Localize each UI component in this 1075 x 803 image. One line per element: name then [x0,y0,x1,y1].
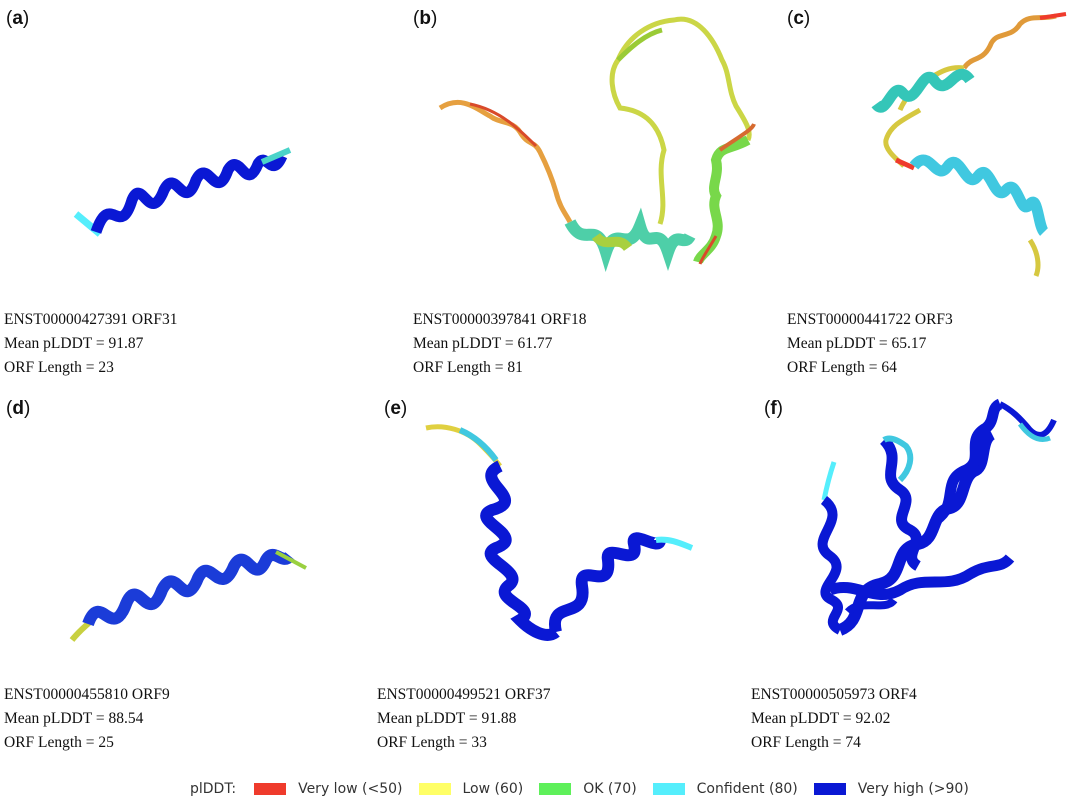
caption-c-mean: Mean pLDDT = 65.17 [787,335,927,352]
legend-label-low: Low (60) [462,781,524,797]
legend-label-ok: OK (70) [583,781,637,797]
helix-d [69,548,307,642]
panel-label-e: (e) [384,398,408,419]
caption-f-mean: Mean pLDDT = 92.02 [751,710,891,727]
caption-c: ENST00000441722 ORF3 Mean pLDDT = 65.17 … [787,308,953,380]
caption-f: ENST00000505973 ORF4 Mean pLDDT = 92.02 … [751,683,917,755]
legend-label-very-high: Very high (>90) [857,781,969,797]
helix-a [73,147,292,237]
caption-b-mean: Mean pLDDT = 61.77 [413,335,553,352]
legend-swatch-very-high [813,783,846,795]
caption-d-length: ORF Length = 25 [4,734,114,751]
helix-f [817,398,1057,636]
caption-e: ENST00000499521 ORF37 Mean pLDDT = 91.88… [377,683,551,755]
panel-label-a: (a) [6,8,30,29]
legend-swatch-very-low [254,783,287,795]
helix-c [871,12,1067,277]
plddt-legend: plDDT: Very low (<50) Low (60) OK (70) C… [190,778,969,800]
caption-e-length: ORF Length = 33 [377,734,487,751]
caption-d: ENST00000455810 ORF9 Mean pLDDT = 88.54 … [4,683,170,755]
caption-e-mean: Mean pLDDT = 91.88 [377,710,517,727]
helix-b [438,16,756,273]
panel-label-c: (c) [787,8,811,29]
legend-swatch-low [418,783,451,795]
legend-swatch-confident [652,783,685,795]
caption-b: ENST00000397841 ORF18 Mean pLDDT = 61.77… [413,308,587,380]
legend-title: plDDT: [190,781,237,797]
caption-a-mean: Mean pLDDT = 91.87 [4,335,144,352]
helix-e [425,424,694,641]
caption-d-id: ENST00000455810 ORF9 [4,686,170,703]
caption-b-id: ENST00000397841 ORF18 [413,311,587,328]
caption-b-length: ORF Length = 81 [413,359,523,376]
caption-e-id: ENST00000499521 ORF37 [377,686,551,703]
legend-swatch-ok [539,783,572,795]
caption-c-length: ORF Length = 64 [787,359,897,376]
caption-c-id: ENST00000441722 ORF3 [787,311,953,328]
caption-a: ENST00000427391 ORF31 Mean pLDDT = 91.87… [4,308,178,380]
legend-label-confident: Confident (80) [696,781,798,797]
caption-a-id: ENST00000427391 ORF31 [4,311,178,328]
caption-a-length: ORF Length = 23 [4,359,114,376]
caption-d-mean: Mean pLDDT = 88.54 [4,710,144,727]
caption-f-id: ENST00000505973 ORF4 [751,686,917,703]
panel-label-b: (b) [413,8,438,29]
legend-label-very-low: Very low (<50) [298,781,403,797]
panel-label-f: (f) [764,398,783,419]
caption-f-length: ORF Length = 74 [751,734,861,751]
panel-label-d: (d) [6,398,31,419]
